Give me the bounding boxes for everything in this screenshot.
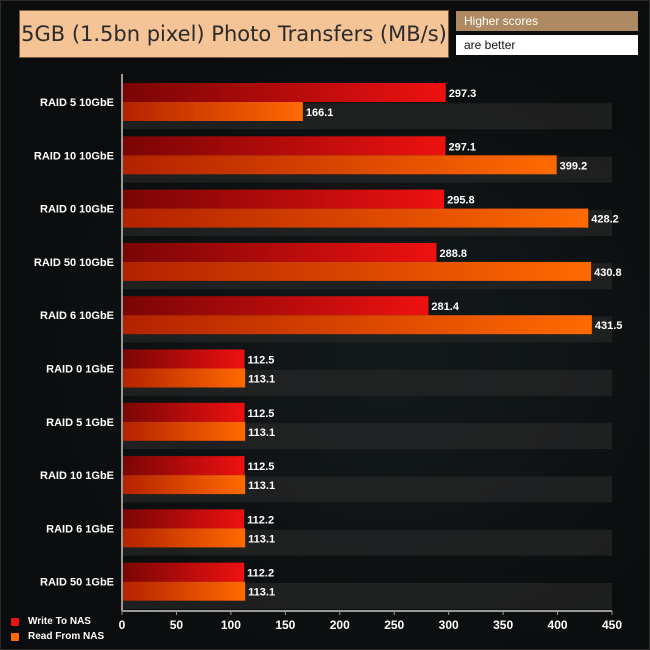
x-tick-label: 50 xyxy=(170,618,184,632)
chart-title: 5GB (1.5bn pixel) Photo Transfers (MB/s) xyxy=(21,22,447,46)
data-label-write: 112.2 xyxy=(247,514,274,526)
x-tick-label: 150 xyxy=(275,618,295,632)
title-box: 5GB (1.5bn pixel) Photo Transfers (MB/s) xyxy=(19,10,449,58)
category-label: RAID 0 10GbE xyxy=(40,204,114,216)
bar-write xyxy=(122,562,245,582)
data-label-read: 430.8 xyxy=(594,267,622,279)
legend-label-write: Write To NAS xyxy=(28,616,91,627)
category-label: RAID 0 1GbE xyxy=(46,364,114,376)
data-label-write: 112.2 xyxy=(247,568,274,580)
data-label-read: 113.1 xyxy=(248,533,275,545)
bar-read xyxy=(122,581,246,601)
category-label: RAID 10 1GbE xyxy=(40,470,114,482)
bar-write xyxy=(122,189,445,209)
data-label-write: 112.5 xyxy=(248,461,275,473)
legend-swatch-write xyxy=(10,616,20,627)
bar-write xyxy=(122,349,245,369)
category-label: RAID 5 10GbE xyxy=(40,97,114,109)
data-label-read: 113.1 xyxy=(248,587,275,599)
bar-write xyxy=(122,509,245,529)
legend-item-read: Read From NAS xyxy=(10,629,104,644)
category-label: RAID 6 1GbE xyxy=(46,523,114,535)
bar-read xyxy=(122,261,592,281)
data-label-read: 431.5 xyxy=(595,320,623,332)
category-label: RAID 10 10GbE xyxy=(34,150,114,162)
bar-write xyxy=(122,83,446,102)
are-better-note: are better xyxy=(456,35,638,55)
bar-read xyxy=(122,102,303,121)
data-label-write: 112.5 xyxy=(248,355,275,367)
x-tick-label: 0 xyxy=(119,618,126,632)
bar-write xyxy=(122,296,429,316)
x-tick-label: 350 xyxy=(493,618,513,632)
bar-write xyxy=(122,402,245,422)
legend: Write To NAS Read From NAS xyxy=(10,614,104,644)
data-label-read: 399.2 xyxy=(560,160,588,172)
bar-read xyxy=(122,155,557,175)
bar-read xyxy=(122,421,246,441)
x-tick-label: 300 xyxy=(439,618,459,632)
legend-swatch-read xyxy=(10,631,20,642)
x-tick-label: 250 xyxy=(384,618,404,632)
bar-read xyxy=(122,315,592,335)
bar-read xyxy=(122,368,246,388)
data-label-read: 428.2 xyxy=(591,214,619,226)
x-tick-label: 450 xyxy=(602,618,622,632)
x-tick-label: 400 xyxy=(548,618,568,632)
legend-label-read: Read From NAS xyxy=(28,631,105,642)
bar-read xyxy=(122,528,246,548)
data-label-read: 113.1 xyxy=(248,480,275,492)
data-label-read: 113.1 xyxy=(248,427,275,439)
higher-scores-note: Higher scores xyxy=(456,11,638,31)
category-label: RAID 50 10GbE xyxy=(34,257,114,269)
category-label: RAID 50 1GbE xyxy=(40,577,114,589)
data-label-write: 297.3 xyxy=(449,88,477,100)
data-label-read: 166.1 xyxy=(306,107,334,119)
legend-item-write: Write To NAS xyxy=(10,614,104,629)
x-tick-label: 200 xyxy=(330,618,350,632)
data-label-write: 288.8 xyxy=(439,248,467,260)
bar-read xyxy=(122,208,589,228)
data-label-write: 297.1 xyxy=(449,141,477,153)
data-label-write: 112.5 xyxy=(248,408,275,420)
data-label-read: 113.1 xyxy=(248,374,275,386)
data-label-write: 281.4 xyxy=(431,301,459,313)
data-label-write: 295.8 xyxy=(447,195,475,207)
category-label: RAID 6 10GbE xyxy=(40,310,114,322)
category-label: RAID 5 1GbE xyxy=(46,417,114,429)
bar-write xyxy=(122,456,245,476)
bar-read xyxy=(122,475,246,495)
x-tick-label: 100 xyxy=(221,618,241,632)
bar-write xyxy=(122,136,446,156)
bar-write xyxy=(122,242,437,262)
